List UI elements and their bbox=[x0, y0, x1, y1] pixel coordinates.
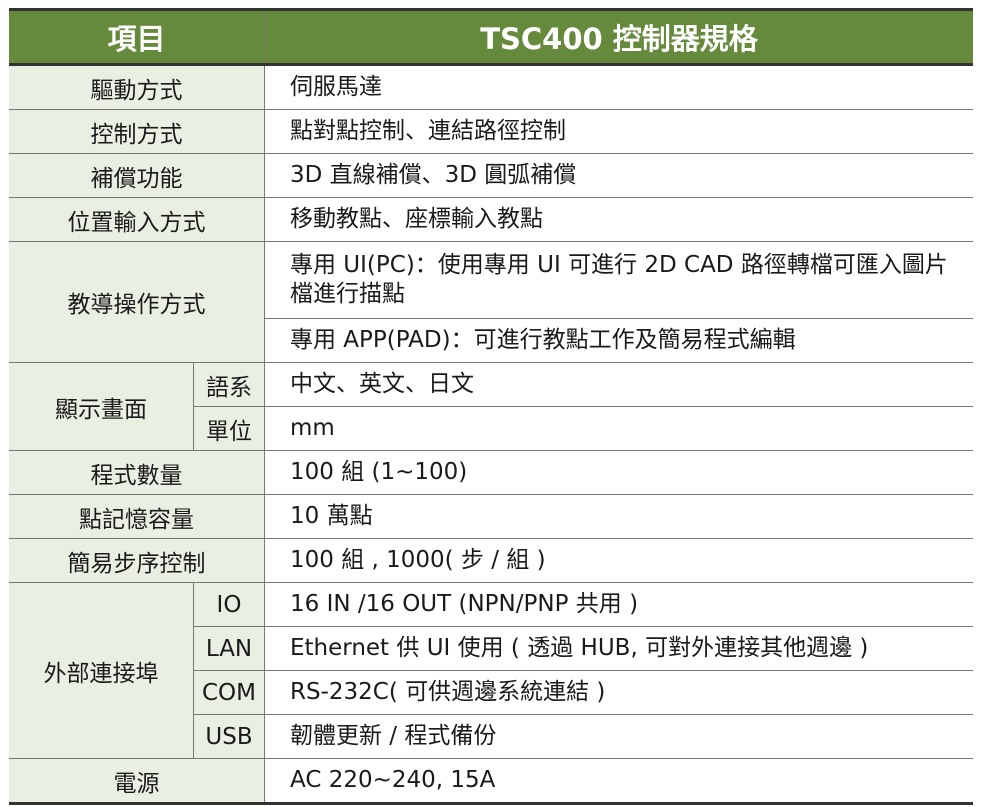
spec-table: 項目 TSC400 控制器規格 驅動方式 伺服馬達 控制方式 點對點控制、連結路徑控… bbox=[9, 8, 973, 805]
row-value: 100 組 (1~100) bbox=[264, 450, 973, 495]
row-value: mm bbox=[264, 406, 973, 451]
row-value: 16 IN /16 OUT (NPN/PNP 共用 ) bbox=[264, 582, 973, 627]
row-label: 驅動方式 bbox=[9, 64, 265, 110]
sub-label: COM bbox=[193, 670, 265, 715]
sub-label: USB bbox=[193, 714, 265, 759]
table-row: COM RS-232C( 可供週邊系統連結 ) bbox=[9, 670, 973, 715]
table-row: 單位 mm bbox=[9, 406, 973, 451]
table-row: 點記憶容量 10 萬點 bbox=[9, 494, 973, 539]
row-label: 位置輸入方式 bbox=[9, 197, 265, 242]
row-value: 移動教點、座標輸入教點 bbox=[264, 197, 973, 242]
row-value: Ethernet 供 UI 使用 ( 透過 HUB, 可對外連接其他週邊 ) bbox=[264, 626, 973, 671]
table-row: 顯示畫面 語系 中文、英文、日文 bbox=[9, 362, 973, 451]
header-row: 項目 TSC400 控制器規格 bbox=[9, 9, 973, 66]
row-label: 簡易步序控制 bbox=[9, 538, 265, 583]
row-label: 教導操作方式 bbox=[9, 241, 265, 363]
row-label: 顯示畫面 bbox=[9, 362, 194, 451]
table-row: 教導操作方式 專用 UI(PC)：使用專用 UI 可進行 2D CAD 路徑轉檔可… bbox=[9, 241, 973, 363]
sub-label: 單位 bbox=[193, 406, 265, 451]
row-label: 點記憶容量 bbox=[9, 494, 265, 539]
row-label: 補償功能 bbox=[9, 153, 265, 198]
row-label: 外部連接埠 bbox=[9, 582, 194, 759]
table-row: 補償功能 3D 直線補償、3D 圓弧補償 bbox=[9, 153, 973, 198]
row-label: 程式數量 bbox=[9, 450, 265, 495]
row-value: 韌體更新 / 程式備份 bbox=[264, 714, 973, 759]
table-row: 電源 AC 220~240, 15A bbox=[9, 758, 973, 804]
row-value: 點對點控制、連結路徑控制 bbox=[264, 109, 973, 154]
row-value: RS-232C( 可供週邊系統連結 ) bbox=[264, 670, 973, 715]
row-value: 中文、英文、日文 bbox=[264, 362, 973, 407]
header-spec: TSC400 控制器規格 bbox=[264, 9, 973, 66]
table-row: LAN Ethernet 供 UI 使用 ( 透過 HUB, 可對外連接其他週邊 … bbox=[9, 626, 973, 671]
table-row: 外部連接埠 IO 16 IN /16 OUT (NPN/PNP 共用 ) bbox=[9, 582, 973, 759]
table-row: 程式數量 100 組 (1~100) bbox=[9, 450, 973, 495]
row-value: 10 萬點 bbox=[264, 494, 973, 539]
table-row: 驅動方式 伺服馬達 bbox=[9, 64, 973, 110]
row-label: 電源 bbox=[9, 758, 265, 804]
row-value: AC 220~240, 15A bbox=[264, 758, 973, 804]
row-label: 控制方式 bbox=[9, 109, 265, 154]
row-value: 伺服馬達 bbox=[264, 64, 973, 110]
sub-label: 語系 bbox=[193, 362, 265, 407]
table-row: 專用 APP(PAD)：可進行教點工作及簡易程式編輯 bbox=[9, 318, 973, 363]
sub-label: LAN bbox=[193, 626, 265, 671]
row-value: 3D 直線補償、3D 圓弧補償 bbox=[264, 153, 973, 198]
sub-label: IO bbox=[193, 582, 265, 627]
table-row: 控制方式 點對點控制、連結路徑控制 bbox=[9, 109, 973, 154]
table-row: 簡易步序控制 100 組 , 1000( 步 / 組 ) bbox=[9, 538, 973, 583]
row-value: 專用 UI(PC)：使用專用 UI 可進行 2D CAD 路徑轉檔可匯入圖片檔進… bbox=[264, 241, 973, 319]
row-value: 專用 APP(PAD)：可進行教點工作及簡易程式編輯 bbox=[264, 318, 973, 363]
row-value: 100 組 , 1000( 步 / 組 ) bbox=[264, 538, 973, 583]
table-row: 位置輸入方式 移動教點、座標輸入教點 bbox=[9, 197, 973, 242]
header-item: 項目 bbox=[9, 9, 265, 66]
